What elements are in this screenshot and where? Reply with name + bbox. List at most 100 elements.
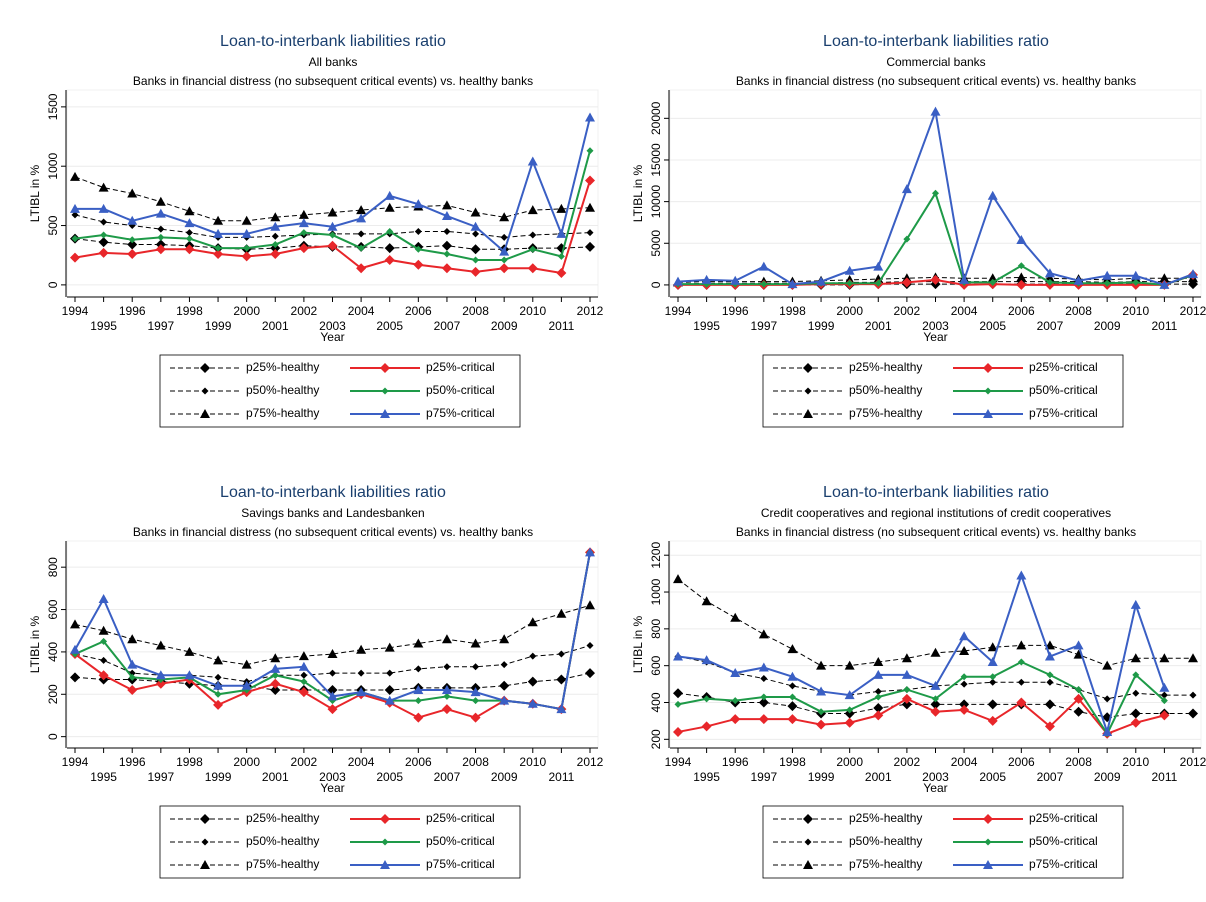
marker <box>241 228 252 238</box>
marker <box>1159 653 1170 663</box>
marker <box>960 680 968 688</box>
legend-item: p75%-healthy <box>170 406 319 420</box>
marker <box>1188 653 1198 663</box>
x-axis-label: Year <box>320 781 344 795</box>
marker <box>184 206 195 216</box>
marker <box>1130 270 1141 280</box>
marker <box>844 717 855 728</box>
marker <box>184 218 195 228</box>
marker <box>500 233 508 241</box>
marker <box>327 207 338 217</box>
marker <box>1046 671 1054 679</box>
marker <box>959 645 970 655</box>
x-tick-label: 1997 <box>750 319 777 333</box>
legend-item: p50%-critical <box>953 834 1098 848</box>
marker <box>760 675 768 683</box>
marker <box>1044 651 1055 661</box>
x-tick-label: 2008 <box>1065 755 1092 769</box>
x-tick-label: 1994 <box>62 755 89 769</box>
legend-label: p75%-healthy <box>246 857 319 871</box>
chart-subtitle: Banks in financial distress (no subseque… <box>133 74 533 88</box>
marker <box>128 673 136 681</box>
marker <box>127 239 138 250</box>
marker <box>381 387 389 395</box>
marker <box>1017 678 1025 686</box>
marker <box>1103 279 1111 287</box>
legend-label: p25%-healthy <box>246 811 319 825</box>
marker <box>989 678 997 686</box>
marker <box>987 642 998 652</box>
marker <box>384 254 395 265</box>
marker <box>844 708 855 719</box>
marker <box>413 712 424 723</box>
marker <box>959 631 970 641</box>
legend-item: p50%-critical <box>953 383 1098 397</box>
y-tick-label: 600 <box>46 599 60 619</box>
marker <box>155 640 166 650</box>
marker <box>959 699 970 710</box>
marker <box>100 637 108 645</box>
marker <box>585 241 595 252</box>
marker <box>155 670 166 680</box>
legend-label: p50%-critical <box>426 383 495 397</box>
legend-label: p75%-critical <box>426 857 495 871</box>
x-tick-label: 2009 <box>491 770 518 784</box>
x-tick-label: 2002 <box>291 304 318 318</box>
marker <box>1132 689 1140 697</box>
marker <box>213 699 224 710</box>
x-tick-label: 2012 <box>1180 755 1206 769</box>
marker <box>787 714 798 725</box>
legend-item: p25%-healthy <box>773 811 922 825</box>
marker <box>987 656 998 666</box>
marker <box>529 231 537 239</box>
marker <box>758 629 769 639</box>
x-tick-label: 2009 <box>1094 319 1121 333</box>
marker <box>213 215 224 225</box>
x-tick-label: 2006 <box>405 755 432 769</box>
marker <box>470 221 481 231</box>
marker <box>241 251 252 262</box>
marker <box>1102 726 1113 736</box>
legend-label: p25%-healthy <box>849 811 922 825</box>
marker <box>1017 658 1025 666</box>
marker <box>98 182 109 192</box>
marker <box>703 695 711 703</box>
marker <box>901 184 912 194</box>
x-tick-label: 1994 <box>665 304 692 318</box>
chart-subtitle: Banks in financial distress (no subseque… <box>736 74 1136 88</box>
marker <box>1159 682 1170 692</box>
marker <box>760 280 768 288</box>
marker <box>527 156 538 166</box>
marker <box>983 814 993 824</box>
marker <box>987 190 998 200</box>
legend-item: p75%-healthy <box>170 857 319 871</box>
x-tick-label: 2007 <box>434 770 461 784</box>
marker <box>930 274 941 285</box>
marker <box>98 593 109 603</box>
marker <box>200 363 210 373</box>
x-tick-label: 1995 <box>90 770 117 784</box>
marker <box>356 263 367 274</box>
x-tick-label: 2002 <box>291 755 318 769</box>
marker <box>499 212 510 222</box>
marker <box>1188 708 1198 719</box>
series-line <box>677 572 1166 736</box>
x-tick-label: 2002 <box>894 755 921 769</box>
legend-label: p75%-critical <box>1029 857 1098 871</box>
marker <box>556 203 567 213</box>
marker <box>499 634 510 644</box>
marker <box>1132 278 1140 286</box>
y-tick-label: 200 <box>649 729 663 749</box>
marker <box>386 669 394 677</box>
marker <box>413 685 424 695</box>
marker <box>846 706 854 714</box>
marker <box>357 230 365 238</box>
marker <box>903 686 911 694</box>
marker <box>1073 640 1084 650</box>
marker <box>803 409 813 418</box>
marker <box>557 650 565 658</box>
marker <box>70 619 80 629</box>
marker <box>356 205 367 215</box>
marker <box>960 673 968 681</box>
marker <box>443 663 451 671</box>
